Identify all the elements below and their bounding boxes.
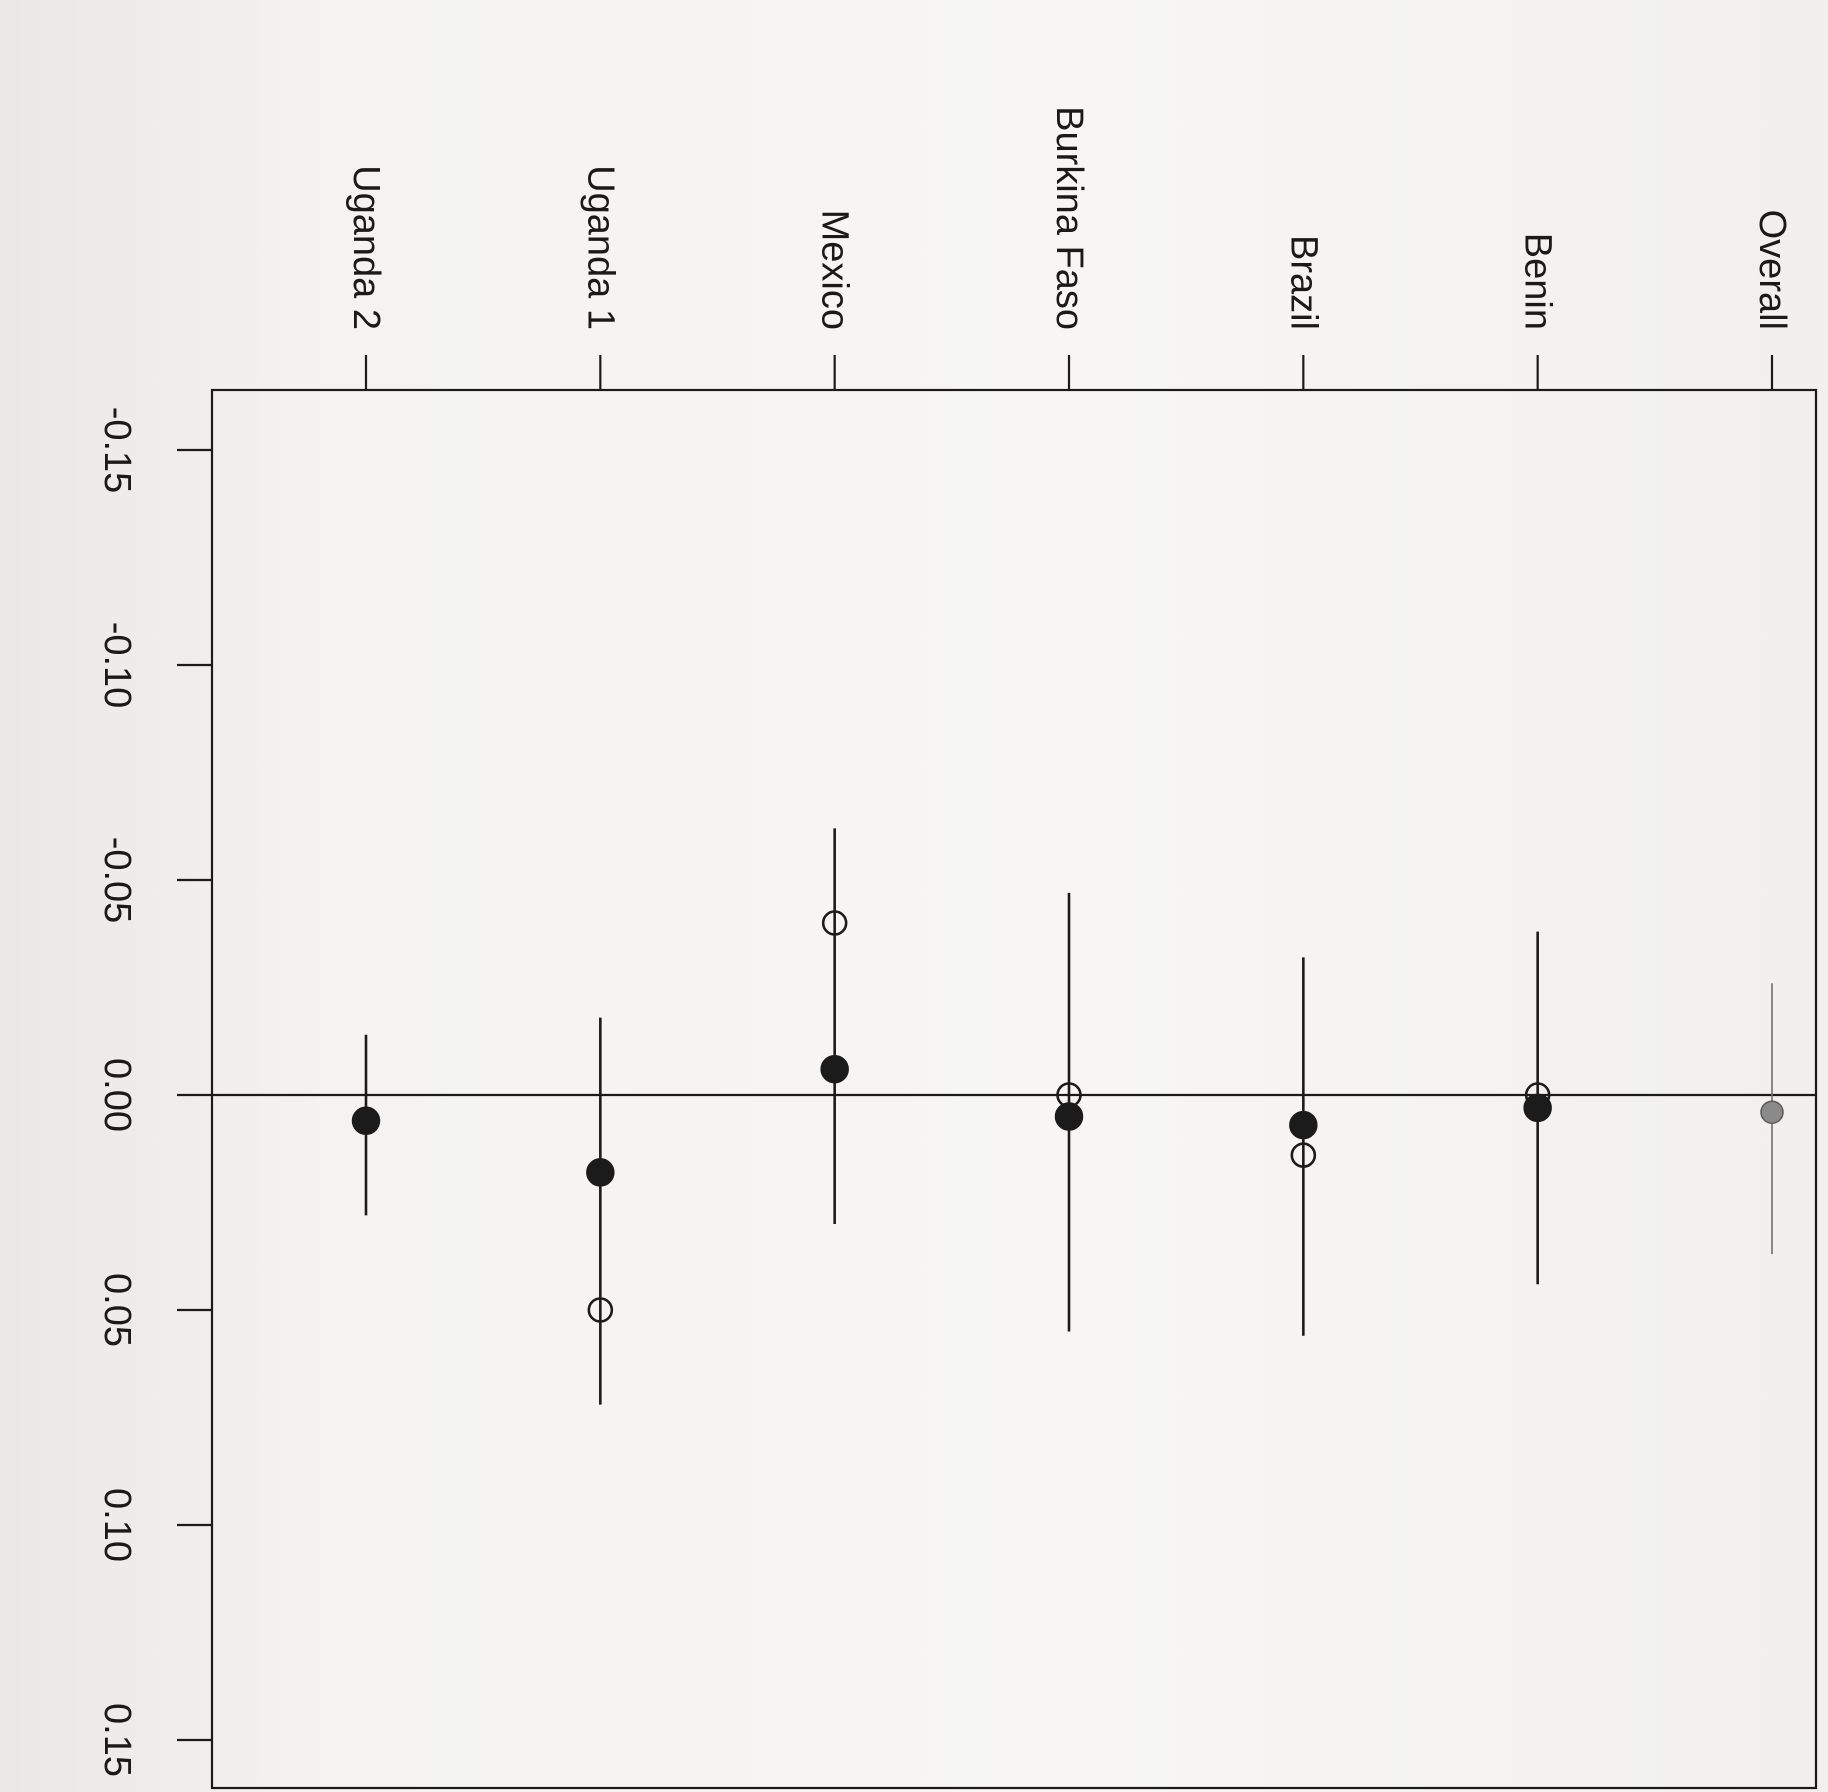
open-estimate-point — [821, 910, 848, 936]
filled-estimate-point — [1760, 1100, 1784, 1124]
value-tick-label: 0.05 — [96, 1273, 138, 1347]
open-estimate-point — [587, 1297, 614, 1323]
category-label: Brazil — [1282, 235, 1324, 330]
category-label: Burkina Faso — [1048, 106, 1090, 330]
filled-estimate-point — [1523, 1093, 1552, 1123]
value-tick-label: -0.10 — [96, 622, 138, 709]
open-estimate-point — [1290, 1142, 1317, 1168]
category-label: Overall — [1751, 210, 1793, 330]
filled-estimate-point — [820, 1054, 849, 1084]
filled-estimate-point — [586, 1158, 615, 1187]
category-label: Uganda 1 — [579, 165, 621, 330]
value-tick-label: 0.10 — [96, 1488, 138, 1562]
category-label: Benin — [1517, 233, 1559, 330]
category-label: Uganda 2 — [345, 165, 387, 330]
category-label: Mexico — [814, 210, 856, 330]
value-tick-label: -0.15 — [96, 407, 138, 494]
filled-estimate-point — [1054, 1102, 1084, 1131]
plot-frame — [210, 388, 1818, 1790]
value-tick-label: 0.00 — [96, 1058, 138, 1132]
value-tick-label: 0.15 — [96, 1703, 138, 1777]
value-tick-label: -0.05 — [96, 837, 138, 924]
filled-estimate-point — [1289, 1110, 1318, 1140]
filled-estimate-point — [351, 1106, 381, 1136]
